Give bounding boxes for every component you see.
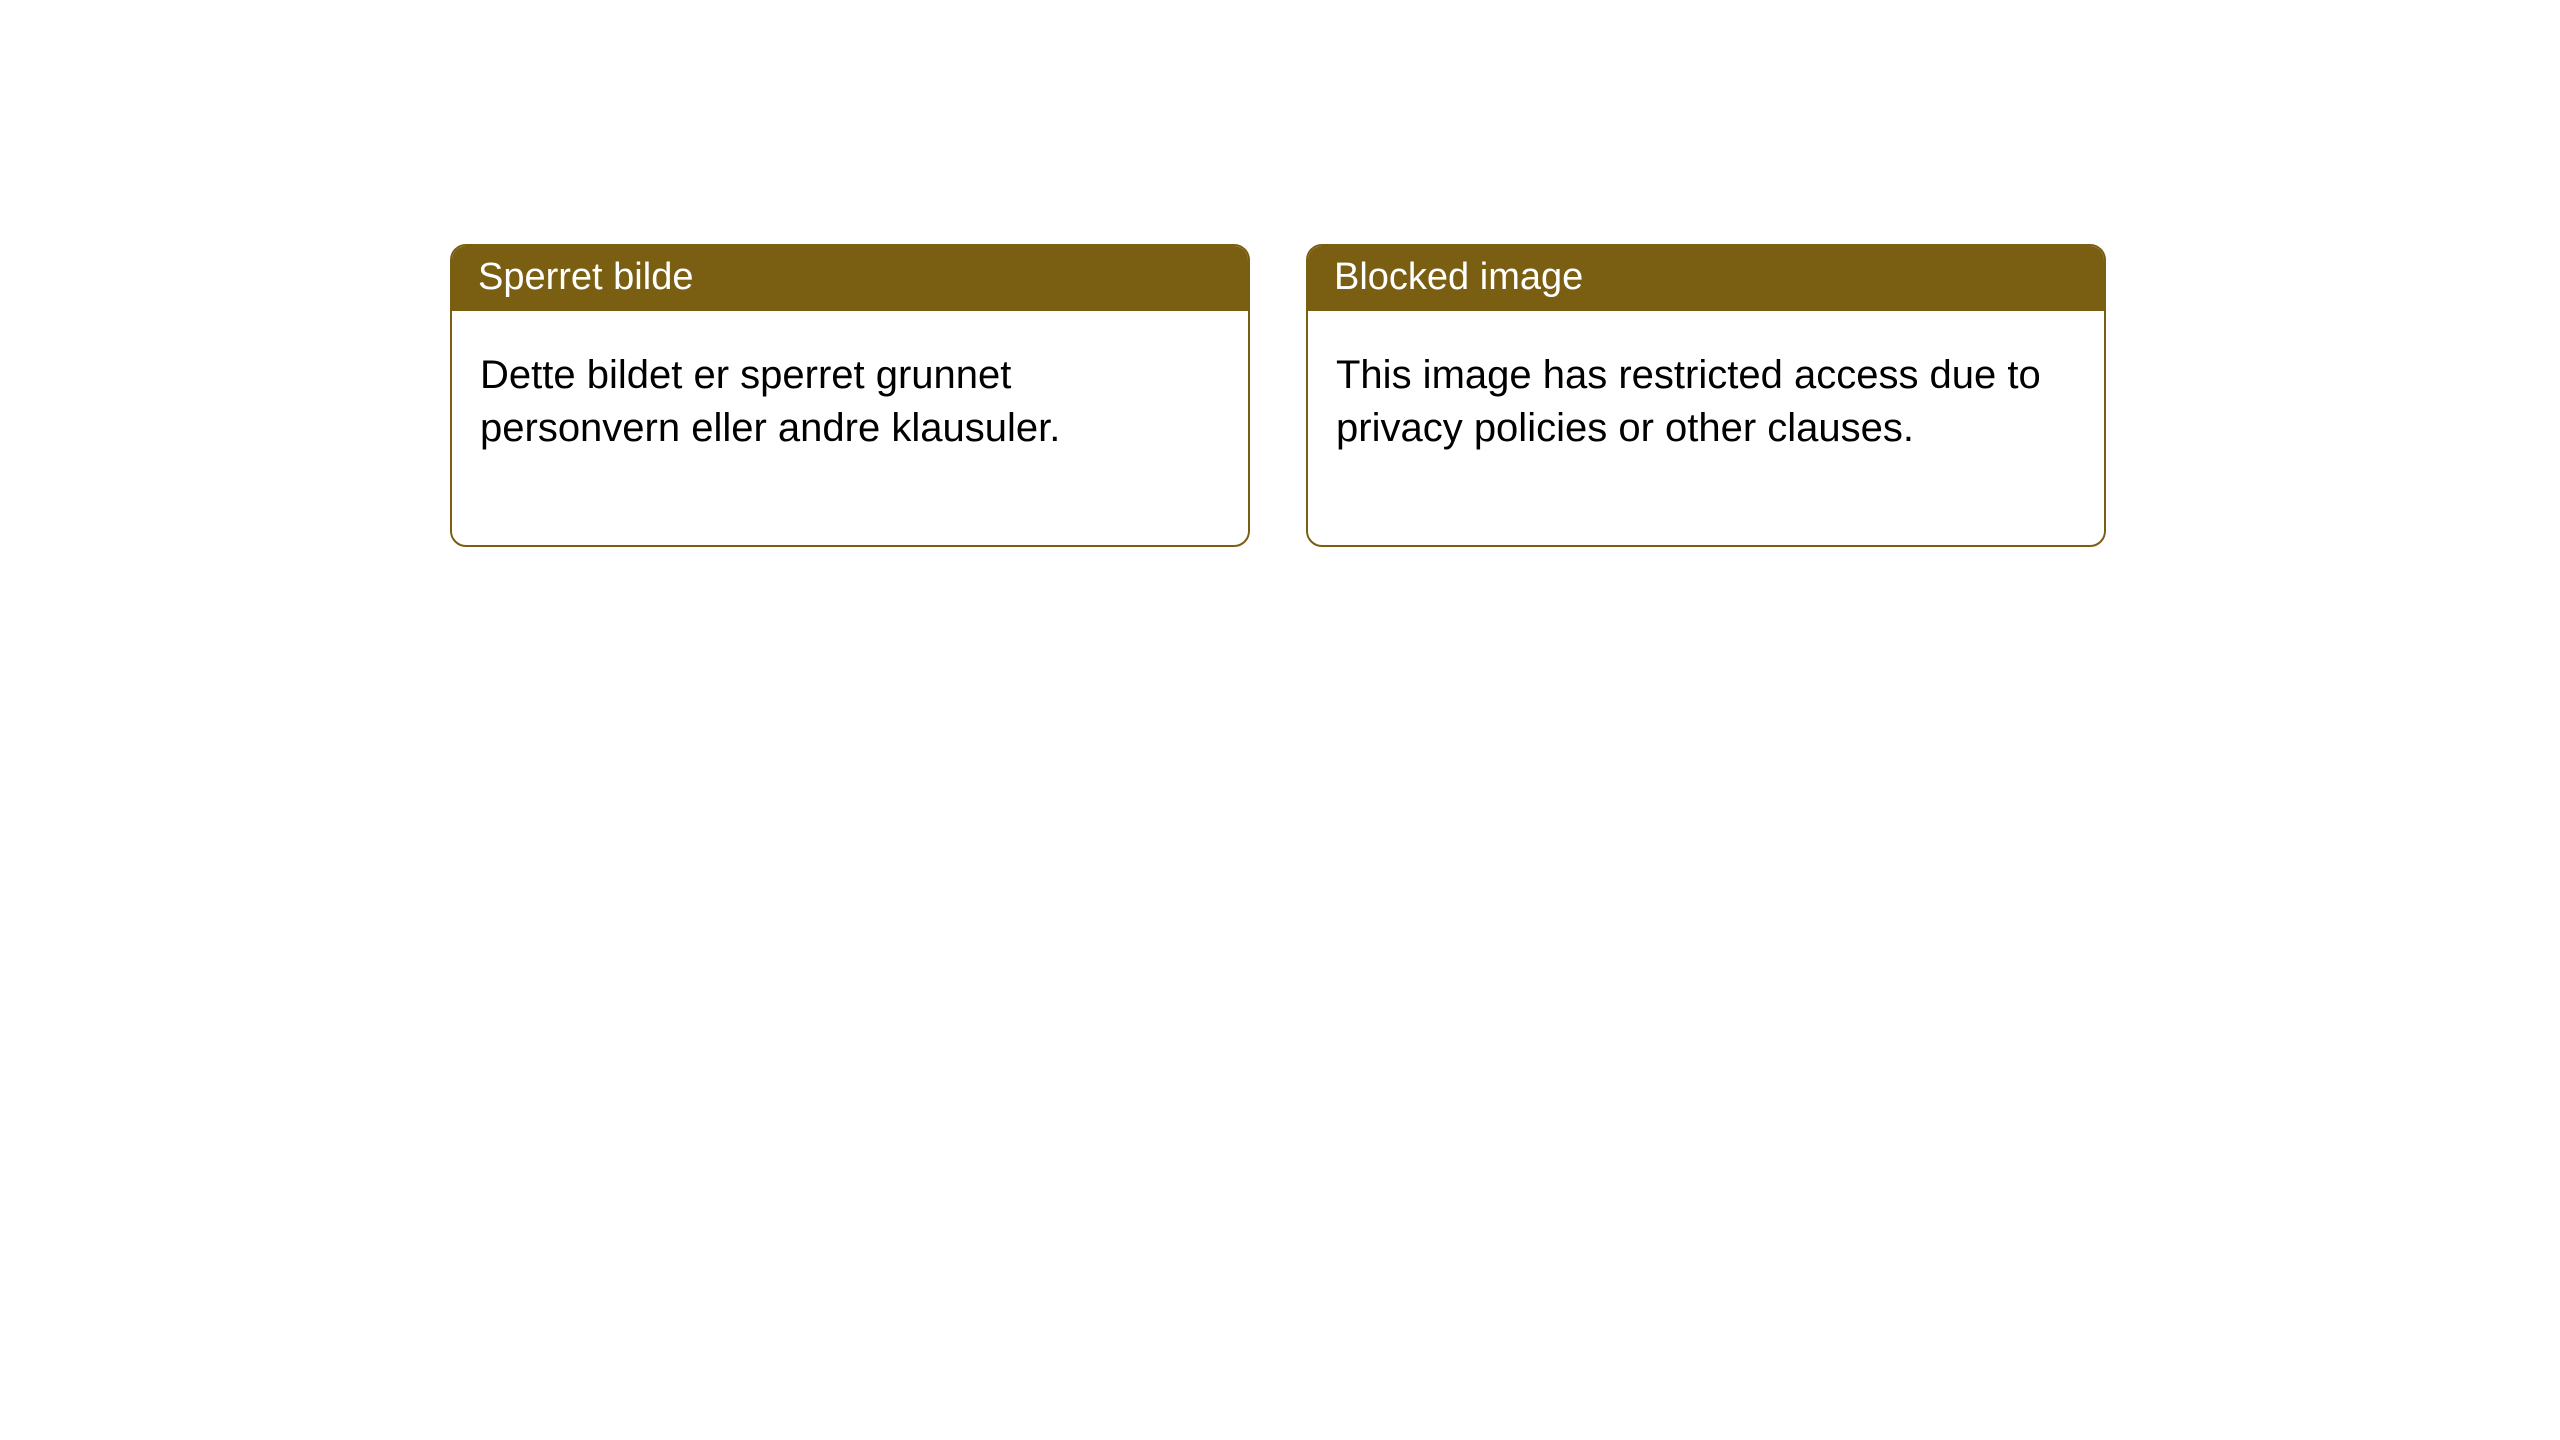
card-body: This image has restricted access due to …	[1308, 311, 2104, 545]
card-body-text: Dette bildet er sperret grunnet personve…	[480, 353, 1060, 450]
card-header: Blocked image	[1308, 246, 2104, 311]
card-title: Blocked image	[1334, 256, 1583, 298]
card-header: Sperret bilde	[452, 246, 1248, 311]
blocked-image-card-no: Sperret bilde Dette bildet er sperret gr…	[450, 244, 1250, 547]
card-body-text: This image has restricted access due to …	[1336, 353, 2041, 450]
card-body: Dette bildet er sperret grunnet personve…	[452, 311, 1248, 545]
card-title: Sperret bilde	[478, 256, 693, 298]
notice-cards-container: Sperret bilde Dette bildet er sperret gr…	[0, 0, 2560, 547]
blocked-image-card-en: Blocked image This image has restricted …	[1306, 244, 2106, 547]
